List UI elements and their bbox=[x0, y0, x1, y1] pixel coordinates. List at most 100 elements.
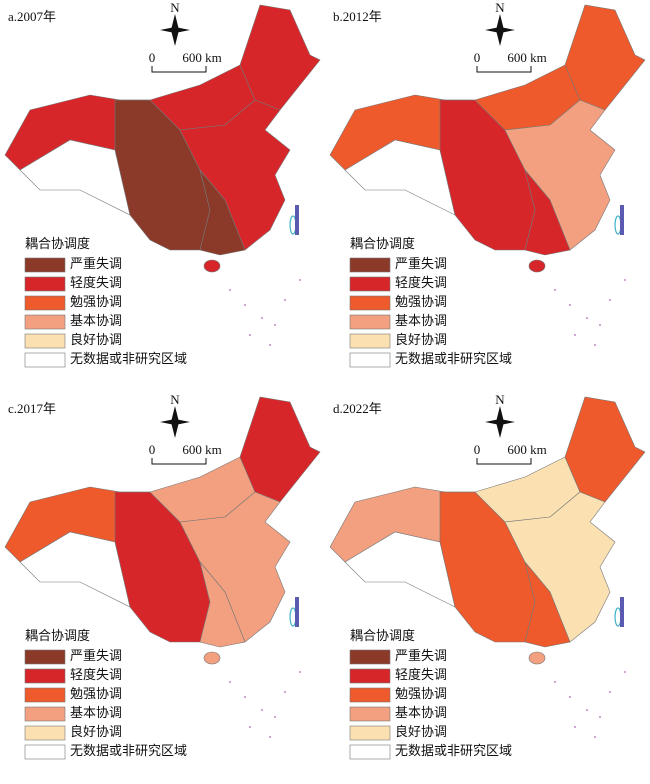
north-label: N bbox=[170, 0, 180, 15]
hainan bbox=[528, 259, 546, 273]
legend-label: 良好协调 bbox=[395, 724, 447, 739]
island bbox=[569, 696, 571, 698]
scale-bar bbox=[151, 458, 207, 465]
north-arrow bbox=[496, 406, 504, 422]
scale-end: 600 km bbox=[182, 50, 221, 65]
map-panel: a.2007年 N 0 600 km 耦合协调度严重失调轻度失调勉强协调基本协调良好协调… bbox=[4, 0, 321, 368]
map-panel: c.2017年 N 0 600 km 耦合协调度严重失调轻度失调勉强协调基本协调良好协调… bbox=[4, 392, 321, 760]
island bbox=[624, 671, 626, 673]
legend-title: 耦合协调度 bbox=[350, 236, 415, 251]
legend-swatch bbox=[349, 668, 391, 684]
legend-label: 勉强协调 bbox=[70, 686, 122, 701]
island bbox=[299, 279, 301, 281]
panel-title: b.2012年 bbox=[333, 9, 382, 24]
island bbox=[594, 736, 596, 738]
legend-swatch bbox=[349, 706, 391, 722]
legend-label: 良好协调 bbox=[70, 724, 122, 739]
island bbox=[229, 289, 231, 291]
scale-bar bbox=[476, 458, 532, 465]
legend-label: 严重失调 bbox=[70, 256, 122, 271]
island bbox=[249, 334, 251, 336]
panel-title: a.2007年 bbox=[8, 9, 56, 24]
legend-swatch bbox=[349, 295, 391, 311]
island bbox=[586, 317, 588, 319]
island bbox=[624, 279, 626, 281]
legend-swatch bbox=[24, 314, 66, 330]
legend-swatch bbox=[24, 706, 66, 722]
island bbox=[284, 299, 286, 301]
legend-label: 良好协调 bbox=[395, 332, 447, 347]
north-arrow bbox=[171, 14, 179, 30]
scale-bar bbox=[151, 66, 207, 73]
hainan bbox=[203, 259, 221, 273]
legend-label: 无数据或非研究区域 bbox=[395, 743, 512, 758]
island bbox=[229, 681, 231, 683]
legend-swatch bbox=[24, 687, 66, 703]
scale-end: 600 km bbox=[182, 442, 221, 457]
legend-swatch bbox=[349, 649, 391, 665]
inset-frame bbox=[295, 597, 299, 627]
island bbox=[284, 691, 286, 693]
legend-label: 严重失调 bbox=[395, 648, 447, 663]
legend-label: 基本协调 bbox=[70, 705, 122, 720]
legend-title: 耦合协调度 bbox=[350, 628, 415, 643]
island bbox=[554, 681, 556, 683]
map-panel: d.2022年 N 0 600 km 耦合协调度严重失调轻度失调勉强协调基本协调良好协调… bbox=[329, 392, 646, 760]
island bbox=[244, 696, 246, 698]
scale-start: 0 bbox=[149, 442, 156, 457]
legend-swatch bbox=[24, 333, 66, 349]
island bbox=[269, 344, 271, 346]
island bbox=[554, 289, 556, 291]
legend-label: 无数据或非研究区域 bbox=[70, 743, 187, 758]
legend-swatch bbox=[349, 276, 391, 292]
island bbox=[269, 736, 271, 738]
legend-swatch bbox=[349, 314, 391, 330]
region bbox=[524, 561, 571, 648]
north-arrow bbox=[485, 27, 515, 33]
north-arrow bbox=[171, 30, 179, 46]
hainan bbox=[528, 651, 546, 665]
island bbox=[574, 726, 576, 728]
region bbox=[199, 169, 246, 256]
island bbox=[599, 716, 601, 718]
scale-start: 0 bbox=[149, 50, 156, 65]
island bbox=[599, 324, 601, 326]
island bbox=[299, 671, 301, 673]
legend-label: 无数据或非研究区域 bbox=[395, 351, 512, 366]
north-arrow bbox=[171, 406, 179, 422]
island bbox=[569, 304, 571, 306]
scale-bar bbox=[476, 66, 532, 73]
island bbox=[609, 691, 611, 693]
legend-swatch bbox=[349, 725, 391, 741]
island bbox=[586, 709, 588, 711]
island bbox=[244, 304, 246, 306]
island bbox=[274, 324, 276, 326]
region bbox=[199, 561, 246, 648]
island bbox=[609, 299, 611, 301]
island bbox=[274, 716, 276, 718]
legend-swatch bbox=[24, 295, 66, 311]
legend-label: 轻度失调 bbox=[395, 667, 447, 682]
legend-swatch bbox=[24, 668, 66, 684]
island bbox=[249, 726, 251, 728]
scale-end: 600 km bbox=[507, 442, 546, 457]
legend-swatch bbox=[24, 725, 66, 741]
north-arrow bbox=[160, 27, 190, 33]
inset-frame bbox=[620, 597, 624, 627]
legend-label: 轻度失调 bbox=[70, 667, 122, 682]
legend-swatch bbox=[349, 687, 391, 703]
north-arrow bbox=[160, 419, 190, 425]
north-arrow bbox=[485, 419, 515, 425]
island bbox=[594, 344, 596, 346]
legend-label: 无数据或非研究区域 bbox=[70, 351, 187, 366]
island bbox=[574, 334, 576, 336]
legend-swatch bbox=[349, 352, 391, 368]
legend-swatch bbox=[349, 744, 391, 760]
north-arrow bbox=[496, 14, 504, 30]
legend-label: 良好协调 bbox=[70, 332, 122, 347]
panel-title: c.2017年 bbox=[8, 401, 56, 416]
north-label: N bbox=[495, 392, 505, 407]
island bbox=[261, 709, 263, 711]
legend-label: 轻度失调 bbox=[70, 275, 122, 290]
